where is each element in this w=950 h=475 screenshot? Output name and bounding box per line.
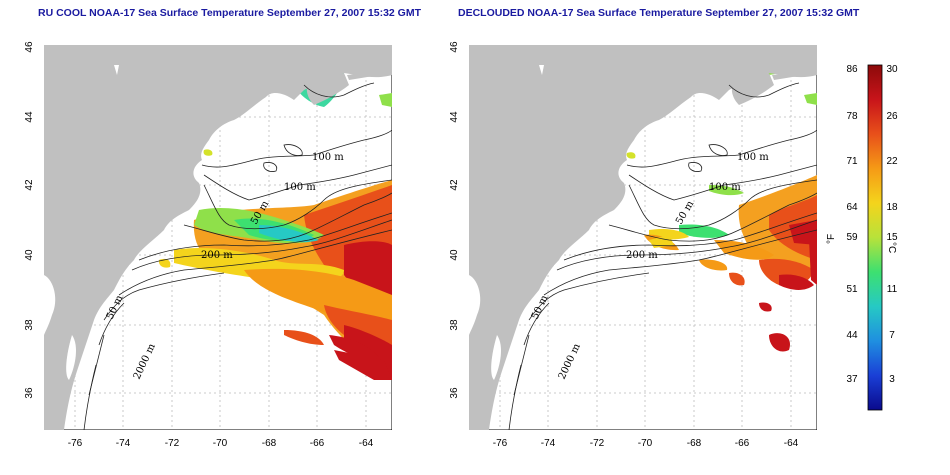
celsius-tick-label: 15 bbox=[886, 232, 898, 243]
lon-tick-label: -66 bbox=[735, 438, 750, 449]
water-features bbox=[469, 65, 571, 380]
lon-tick-label: -70 bbox=[213, 438, 228, 449]
land bbox=[44, 45, 392, 430]
right-map-axes: -76 -74 -72 -70 -68 -66 -64 36 38 40 42 44 46 bbox=[449, 41, 799, 449]
sst-data bbox=[63, 73, 392, 380]
celsius-unit-label: °C bbox=[886, 242, 897, 253]
contour-label-100m-upper: 100 m bbox=[312, 152, 344, 163]
lat-tick-label: 44 bbox=[449, 111, 460, 123]
colorbar-svg: 86 78 71 64 59 51 44 37 30 26 22 18 15 11 7 3 °F °C bbox=[826, 64, 898, 411]
left-sst-map: 100 m 100 m 50 m 200 m 50 m 2000 m bbox=[44, 45, 392, 430]
celsius-tick-label: 30 bbox=[886, 64, 898, 75]
lon-tick-label: -72 bbox=[165, 438, 180, 449]
fahrenheit-tick-label: 44 bbox=[846, 330, 858, 341]
fahrenheit-tick-label: 37 bbox=[846, 374, 858, 385]
right-map-title: DECLOUDED NOAA-17 Sea Surface Temperatur… bbox=[458, 7, 860, 19]
lon-tick-label: -74 bbox=[541, 438, 556, 449]
right-sst-map: 100 m 100 m 50 m 200 m 50 m 2000 m bbox=[469, 45, 817, 430]
lon-tick-label: -68 bbox=[687, 438, 702, 449]
fahrenheit-tick-label: 86 bbox=[846, 64, 858, 75]
lat-tick-label: 46 bbox=[449, 41, 460, 53]
fahrenheit-tick-label: 64 bbox=[846, 202, 858, 213]
lon-tick-label: -64 bbox=[784, 438, 799, 449]
lon-tick-label: -74 bbox=[116, 438, 131, 449]
contour-label-200m: 200 m bbox=[201, 250, 233, 261]
lat-tick-label: 42 bbox=[449, 179, 460, 191]
lat-tick-label: 40 bbox=[449, 249, 460, 261]
contour-label-100m-lower: 100 m bbox=[284, 182, 316, 193]
lat-tick-label: 36 bbox=[24, 387, 35, 399]
celsius-tick-label: 11 bbox=[887, 284, 898, 295]
lon-tick-label: -70 bbox=[638, 438, 653, 449]
bathymetry-contours bbox=[83, 82, 392, 430]
fahrenheit-unit-label: °F bbox=[826, 234, 837, 244]
celsius-tick-label: 22 bbox=[886, 156, 898, 167]
left-map-svg: 100 m 100 m 50 m 200 m 50 m 2000 m bbox=[44, 45, 392, 430]
lat-tick-label: 44 bbox=[24, 111, 35, 123]
lat-tick-label: 38 bbox=[24, 319, 35, 331]
lat-tick-label: 38 bbox=[449, 319, 460, 331]
fahrenheit-tick-label: 78 bbox=[846, 111, 858, 122]
contour-label-100m-upper: 100 m bbox=[737, 152, 769, 163]
celsius-tick-label: 26 bbox=[886, 111, 898, 122]
lon-tick-label: -72 bbox=[590, 438, 605, 449]
water-features bbox=[44, 65, 146, 380]
lon-tick-label: -76 bbox=[68, 438, 83, 449]
lon-tick-label: -76 bbox=[493, 438, 508, 449]
bathymetry-contours bbox=[508, 82, 817, 430]
lon-tick-label: -68 bbox=[262, 438, 277, 449]
celsius-tick-label: 18 bbox=[886, 202, 898, 213]
sst-data bbox=[626, 64, 817, 352]
lat-tick-label: 42 bbox=[24, 179, 35, 191]
colorbar-gradient bbox=[867, 64, 883, 411]
land bbox=[469, 45, 817, 430]
contour-label-100m-lower: 100 m bbox=[709, 182, 741, 193]
celsius-tick-label: 7 bbox=[889, 330, 895, 341]
lat-tick-label: 40 bbox=[24, 249, 35, 261]
fahrenheit-tick-label: 59 bbox=[846, 232, 858, 243]
fahrenheit-tick-label: 71 bbox=[846, 156, 858, 167]
lat-tick-label: 36 bbox=[449, 387, 460, 399]
celsius-tick-label: 3 bbox=[889, 374, 895, 385]
lon-tick-label: -64 bbox=[359, 438, 374, 449]
fahrenheit-tick-label: 51 bbox=[846, 284, 858, 295]
lat-tick-label: 46 bbox=[24, 41, 35, 53]
left-map-title: RU COOL NOAA-17 Sea Surface Temperature … bbox=[38, 7, 422, 19]
lon-tick-label: -66 bbox=[310, 438, 325, 449]
temperature-colorbar: 86 78 71 64 59 51 44 37 30 26 22 18 15 11 7 3 °F °C bbox=[822, 60, 902, 415]
right-map-svg: 100 m 100 m 50 m 200 m 50 m 2000 m bbox=[469, 45, 817, 430]
left-map-axes: -76 -74 -72 -70 -68 -66 -64 36 38 40 42 44 46 bbox=[24, 41, 374, 449]
contour-label-200m: 200 m bbox=[626, 250, 658, 261]
